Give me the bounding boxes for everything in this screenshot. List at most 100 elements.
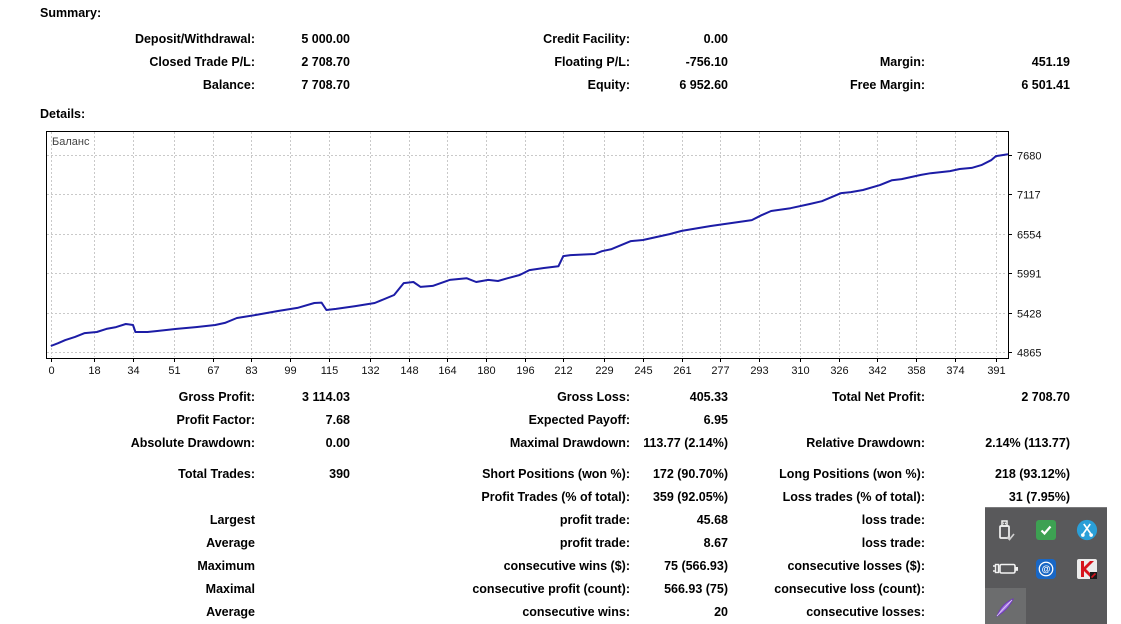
stat-value: 359 (92.05%): [652, 490, 728, 504]
x-tick-label: 293: [750, 365, 768, 377]
stat-value: 0.00: [325, 436, 350, 450]
x-tick-label: 326: [830, 365, 848, 377]
stat-row: Closed Trade P/L: 2 708.70 Floating P/L: -7…: [40, 51, 1070, 74]
stat-value: 31 (7.95%): [1008, 490, 1070, 504]
x-tick-label: 277: [711, 365, 729, 377]
stat-value: 7 708.70: [301, 78, 350, 92]
details-heading: Details:: [40, 107, 86, 121]
x-tick-label: 99: [284, 365, 296, 377]
stat-label: Profit Factor:: [176, 413, 255, 427]
x-tick-label: 51: [168, 365, 180, 377]
stat-row: Absolute Drawdown: 0.00 Maximal Drawdown: 1…: [40, 432, 1070, 455]
stat-value: [255, 486, 350, 509]
stat-value: 113.77 (2.14%): [643, 436, 728, 450]
stat-row: Profit Trades (% of total): 359 (92.05%) L…: [40, 486, 1070, 509]
svg-text:@: @: [1042, 564, 1051, 574]
y-tick-label: 7117: [1017, 190, 1041, 202]
stat-row: Profit Factor: 7.68 Expected Payoff: 6.95: [40, 409, 1070, 432]
stat-label: Gross Profit:: [178, 390, 255, 404]
system-tray-popup: @: [985, 507, 1107, 624]
stat-label: consecutive losses:: [806, 605, 925, 619]
stat-row: Average profit trade: 8.67 loss trade:: [40, 532, 1070, 555]
battery-power-icon[interactable]: [985, 549, 1026, 588]
stat-row: Average consecutive wins: 20 consecutive lo…: [40, 601, 1070, 624]
stat-row: Balance: 7 708.70 Equity: 6 952.60 Free Marg…: [40, 74, 1070, 97]
x-tick-label: 261: [673, 365, 691, 377]
stat-label: Gross Loss:: [557, 390, 630, 404]
stat-value: 45.68: [696, 513, 728, 527]
stat-label: Profit Trades (% of total):: [481, 490, 630, 504]
x-tick-label: 180: [477, 365, 495, 377]
stat-value: 172 (90.70%): [652, 467, 728, 481]
stat-label: Total Net Profit:: [832, 390, 925, 404]
x-tick-label: 132: [361, 365, 379, 377]
stat-label: Balance:: [202, 78, 255, 92]
x-tick-label: 67: [207, 365, 219, 377]
x-tick-label: 164: [438, 365, 456, 377]
stat-label: consecutive wins ($):: [503, 559, 630, 573]
feather-pen-icon[interactable]: [985, 588, 1026, 624]
stat-label: profit trade:: [559, 536, 630, 550]
stat-label: Average: [206, 536, 255, 550]
stat-value: 6.95: [703, 413, 728, 427]
stat-label: [40, 486, 255, 509]
stat-label: Absolute Drawdown:: [130, 436, 255, 450]
stat-label: Maximal: [205, 582, 255, 596]
stat-value: 405.33: [689, 390, 728, 404]
stat-label: loss trade:: [861, 513, 925, 527]
stat-row: Deposit/Withdrawal: 5 000.00 Credit Facili…: [40, 28, 1070, 51]
x-tick-label: 148: [400, 365, 418, 377]
stat-label: Relative Drawdown:: [806, 436, 925, 450]
stat-value: 7.68: [325, 413, 350, 427]
stat-value: 218 (93.12%): [994, 467, 1070, 481]
email-at-icon[interactable]: @: [1026, 549, 1067, 588]
stat-value: [255, 532, 350, 555]
stat-row: Maximal consecutive profit (count): 566.93…: [40, 578, 1070, 601]
stat-value: [255, 555, 350, 578]
stat-row: Total Trades: 390 Short Positions (won %):…: [40, 463, 1070, 486]
balance-chart: 0 18 34 51 67 83 99 115 132 148 164 180 196 212 229 245…: [46, 131, 1041, 377]
stat-row: Maximum consecutive wins ($): 75 (566.93) c…: [40, 555, 1070, 578]
usb-safely-remove-icon[interactable]: [985, 510, 1026, 549]
stat-label: Free Margin:: [849, 78, 925, 92]
stat-value: 6 952.60: [679, 78, 728, 92]
x-tick-label: 196: [516, 365, 534, 377]
stat-label: Loss trades (% of total):: [782, 490, 925, 504]
stat-value: [255, 578, 350, 601]
stat-label: consecutive profit (count):: [472, 582, 630, 596]
x-tick-label: 18: [88, 365, 100, 377]
stat-value: -756.10: [685, 55, 728, 69]
x-tick-label: 245: [634, 365, 652, 377]
stat-value: [255, 509, 350, 532]
stat-label: Margin:: [879, 55, 925, 69]
summary-heading: Summary:: [40, 6, 102, 20]
stat-value: 2 708.70: [301, 55, 350, 69]
x-tick-label: 391: [987, 365, 1005, 377]
chart-title-label: Баланс: [52, 136, 90, 148]
scissors-icon[interactable]: [1066, 510, 1107, 549]
x-tick-label: 212: [554, 365, 572, 377]
stat-label: Equity:: [587, 78, 630, 92]
plot-border: [46, 131, 1009, 359]
stat-row: Gross Profit: 3 114.03 Gross Loss: 405.33 To…: [40, 386, 1070, 409]
stat-label: Expected Payoff:: [528, 413, 630, 427]
stat-label: consecutive wins:: [522, 605, 630, 619]
stat-label: Maximal Drawdown:: [509, 436, 630, 450]
stat-value: [255, 601, 350, 624]
stat-label: [728, 409, 925, 432]
x-tick-label: 34: [127, 365, 139, 377]
balance-line: [50, 153, 1009, 347]
tray-empty-cell: [1066, 588, 1107, 624]
green-check-icon[interactable]: [1026, 510, 1067, 549]
stat-value: 5 000.00: [301, 32, 350, 46]
kaspersky-antivirus-icon[interactable]: [1066, 549, 1107, 588]
stat-value: 390: [329, 467, 350, 481]
summary-table: Deposit/Withdrawal: 5 000.00 Credit Facili…: [40, 28, 1070, 97]
stat-label: Long Positions (won %):: [779, 467, 925, 481]
stat-value: 6 501.41: [1021, 78, 1070, 92]
stat-label: Short Positions (won %):: [482, 467, 630, 481]
tray-empty-cell: [1026, 588, 1067, 624]
stat-value: 566.93 (75): [664, 582, 728, 596]
details-profit-table: Gross Profit: 3 114.03 Gross Loss: 405.33 To…: [40, 386, 1070, 455]
stat-label: Total Trades:: [178, 467, 255, 481]
